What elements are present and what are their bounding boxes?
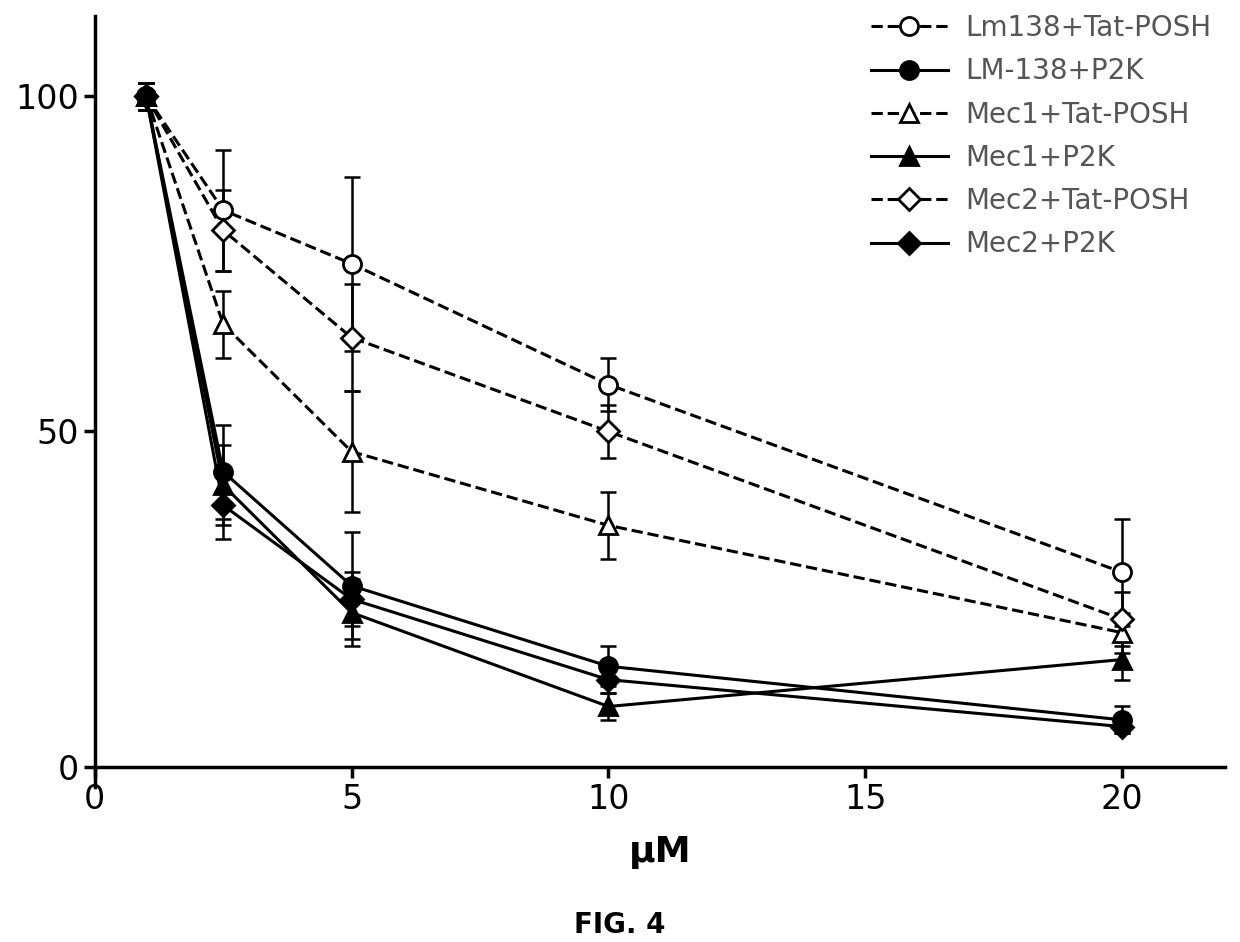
Mec1+P2K <box>139 90 154 102</box>
Mec1+P2K <box>345 607 360 618</box>
Mec1+Tat-POSH <box>601 520 616 531</box>
Legend: Lm138+Tat-POSH, LM-138+P2K, Mec1+Tat-POSH, Mec1+P2K, Mec2+Tat-POSH, Mec2+P2K: Lm138+Tat-POSH, LM-138+P2K, Mec1+Tat-POS… <box>870 14 1211 258</box>
Lm138+Tat-POSH <box>345 258 360 269</box>
Line: Lm138+Tat-POSH: Lm138+Tat-POSH <box>138 87 1131 581</box>
Mec1+Tat-POSH <box>216 318 231 330</box>
Mec1+P2K <box>216 479 231 491</box>
Mec1+P2K <box>1115 654 1130 665</box>
Line: Mec1+Tat-POSH: Mec1+Tat-POSH <box>138 87 1131 642</box>
Line: LM-138+P2K: LM-138+P2K <box>138 87 1131 729</box>
Line: Mec2+P2K: Mec2+P2K <box>139 89 1130 734</box>
Mec2+P2K <box>1115 721 1130 732</box>
Lm138+Tat-POSH <box>1115 567 1130 578</box>
Mec2+Tat-POSH <box>345 332 360 343</box>
Mec2+P2K <box>345 593 360 605</box>
Line: Mec1+P2K: Mec1+P2K <box>138 87 1131 716</box>
LM-138+P2K <box>216 466 231 478</box>
LM-138+P2K <box>345 580 360 592</box>
Lm138+Tat-POSH <box>601 379 616 390</box>
LM-138+P2K <box>139 90 154 102</box>
Lm138+Tat-POSH <box>216 204 231 216</box>
Mec1+Tat-POSH <box>1115 627 1130 639</box>
Mec2+P2K <box>216 499 231 511</box>
Mec2+Tat-POSH <box>1115 613 1130 625</box>
LM-138+P2K <box>601 660 616 672</box>
Lm138+Tat-POSH <box>139 90 154 102</box>
Mec1+Tat-POSH <box>345 446 360 457</box>
X-axis label: μM: μM <box>629 836 691 869</box>
Mec2+Tat-POSH <box>139 90 154 102</box>
Mec2+P2K <box>139 90 154 102</box>
Mec2+Tat-POSH <box>216 224 231 236</box>
Line: Mec2+Tat-POSH: Mec2+Tat-POSH <box>139 89 1130 627</box>
Mec2+Tat-POSH <box>601 426 616 437</box>
Mec1+P2K <box>601 701 616 712</box>
Text: FIG. 4: FIG. 4 <box>574 911 666 938</box>
LM-138+P2K <box>1115 714 1130 725</box>
Mec2+P2K <box>601 674 616 686</box>
Mec1+Tat-POSH <box>139 90 154 102</box>
